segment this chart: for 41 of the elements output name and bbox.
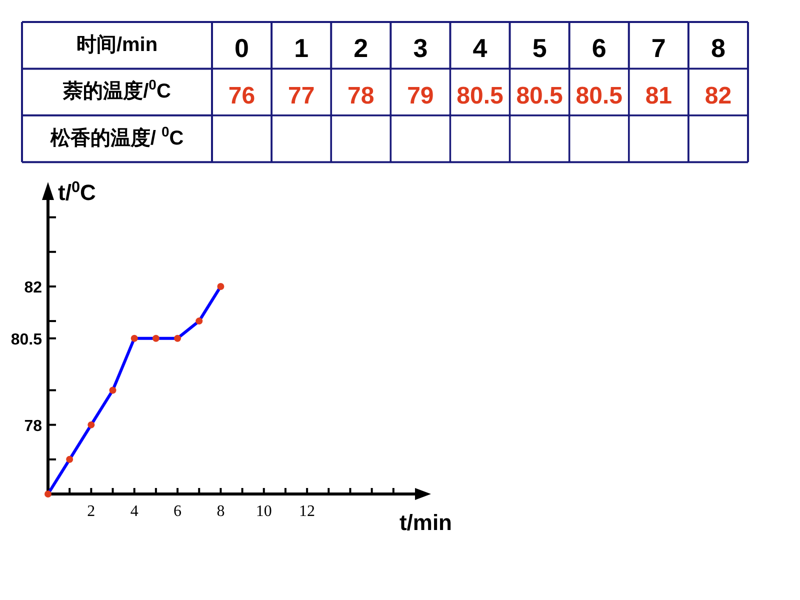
x-tick-label: 6	[174, 503, 182, 520]
data-label: 78	[348, 82, 374, 110]
point	[196, 318, 203, 325]
x-tick-label: 3	[413, 33, 428, 63]
point	[152, 334, 160, 342]
point	[174, 334, 182, 342]
x-tick-label: 4	[130, 503, 138, 520]
x-tick-label: 12	[299, 503, 316, 520]
x-tick-label: 4	[472, 33, 488, 63]
x-tick-label: 5	[532, 33, 547, 63]
y-axis-title: t/$^{0}$C	[58, 178, 96, 205]
y-tick-label: 82	[24, 279, 42, 296]
data-label: 77	[288, 82, 315, 110]
data-label: 76	[228, 82, 256, 110]
x-axis-title: 时间/min	[76, 34, 158, 56]
point	[66, 456, 74, 463]
point	[88, 421, 95, 428]
x-tick-label: 2	[87, 503, 96, 520]
y-tick-label: 80.5	[10, 331, 42, 348]
x-tick-label: 8	[216, 503, 225, 520]
x-axis-title: t/min	[399, 510, 452, 535]
data-label: 81	[645, 82, 672, 110]
y-tick-label: 78	[24, 418, 42, 435]
x-tick-label: 10	[256, 503, 272, 520]
x-tick-label: 7	[651, 33, 666, 63]
data-label: 80.5	[456, 82, 504, 110]
point	[44, 490, 52, 498]
point	[217, 282, 224, 290]
x-tick-label: 2	[354, 33, 368, 63]
data-label: 80.5	[576, 82, 622, 110]
y-tick-label: 萘的温度/$^{0}$C	[62, 76, 171, 103]
x-tick-label: 0	[234, 33, 250, 63]
data-label: 82	[704, 82, 732, 110]
data-label: 80.5	[516, 82, 563, 110]
x-tick-label: 6	[592, 33, 606, 63]
y-tick-label: 松香的温度/ $^{0}$C	[49, 123, 184, 150]
x-tick-label: 1	[294, 33, 309, 63]
data-label: 79	[407, 82, 434, 110]
x-tick-label: 8	[710, 33, 726, 63]
point	[109, 386, 116, 394]
point	[130, 334, 138, 342]
